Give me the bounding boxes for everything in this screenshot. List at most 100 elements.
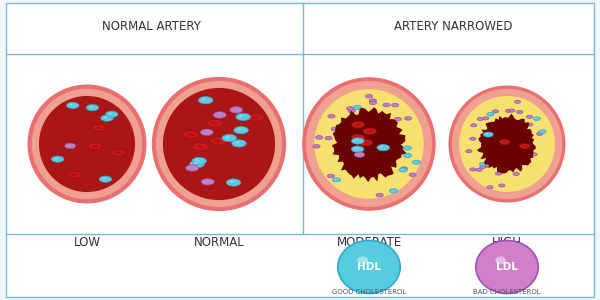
Text: ARTERY NARROWED: ARTERY NARROWED [394,20,512,34]
Ellipse shape [248,114,264,122]
Ellipse shape [403,146,412,150]
Ellipse shape [448,85,566,202]
Ellipse shape [466,150,472,153]
Ellipse shape [338,241,400,293]
Ellipse shape [92,145,98,148]
Ellipse shape [358,256,368,264]
Ellipse shape [363,128,377,134]
Ellipse shape [370,101,376,105]
Ellipse shape [514,100,521,103]
Ellipse shape [28,85,146,203]
Ellipse shape [89,106,92,107]
Ellipse shape [526,115,533,118]
Ellipse shape [404,117,412,120]
Text: LOW: LOW [74,236,101,250]
Ellipse shape [199,97,213,104]
Ellipse shape [186,165,199,171]
Ellipse shape [502,141,507,143]
Text: LDL: LDL [496,262,518,272]
Ellipse shape [214,139,221,142]
Ellipse shape [156,81,282,207]
Ellipse shape [488,113,490,114]
Ellipse shape [367,130,373,132]
Ellipse shape [412,160,421,164]
Text: HIGH: HIGH [492,236,522,250]
Ellipse shape [355,140,358,141]
Ellipse shape [452,89,562,199]
Ellipse shape [71,174,78,176]
Ellipse shape [226,179,241,186]
Ellipse shape [152,77,286,211]
Ellipse shape [313,145,320,148]
Text: NORMAL ARTERY: NORMAL ARTERY [103,20,201,34]
Ellipse shape [487,186,493,189]
Ellipse shape [403,153,412,158]
Ellipse shape [520,144,530,148]
Ellipse shape [481,163,483,164]
Ellipse shape [355,148,358,149]
Ellipse shape [163,88,275,200]
Ellipse shape [476,168,482,171]
Ellipse shape [359,140,373,146]
Ellipse shape [485,164,491,167]
Ellipse shape [325,136,332,140]
Text: BAD CHOLESTEROL: BAD CHOLESTEROL [473,290,541,296]
Text: MODERATE: MODERATE [337,236,401,250]
Polygon shape [332,107,406,182]
Ellipse shape [487,112,494,116]
Ellipse shape [517,110,523,113]
Ellipse shape [230,107,243,113]
Ellipse shape [67,171,82,178]
Ellipse shape [334,179,337,180]
Ellipse shape [470,124,477,127]
Ellipse shape [211,122,219,125]
Ellipse shape [355,106,358,107]
Ellipse shape [496,256,506,264]
Ellipse shape [302,77,436,211]
Ellipse shape [476,241,538,293]
Ellipse shape [332,178,341,182]
Ellipse shape [235,142,239,143]
Ellipse shape [252,116,260,119]
Ellipse shape [376,193,383,197]
Ellipse shape [99,176,112,182]
Ellipse shape [533,117,541,120]
Ellipse shape [65,143,76,148]
Ellipse shape [70,104,73,105]
Ellipse shape [415,161,416,162]
Polygon shape [477,114,536,173]
Ellipse shape [493,110,499,113]
Ellipse shape [394,117,401,121]
Ellipse shape [314,89,424,199]
Ellipse shape [103,178,106,179]
Ellipse shape [39,96,135,192]
Ellipse shape [401,169,403,170]
Ellipse shape [111,149,125,156]
Ellipse shape [67,102,79,109]
Ellipse shape [109,113,112,114]
Ellipse shape [348,109,355,113]
Text: GOOD CHOLESTEROL: GOOD CHOLESTEROL [332,290,406,296]
Ellipse shape [482,117,489,120]
Ellipse shape [377,145,389,151]
Ellipse shape [380,146,383,148]
Ellipse shape [196,159,199,161]
Text: HDL: HDL [357,262,381,272]
Ellipse shape [362,142,369,144]
Ellipse shape [226,136,229,138]
Ellipse shape [459,96,555,192]
Ellipse shape [316,136,323,139]
Ellipse shape [405,147,407,148]
Ellipse shape [232,140,247,147]
Ellipse shape [352,122,364,128]
Ellipse shape [480,165,486,169]
Ellipse shape [409,173,416,176]
Ellipse shape [101,115,113,121]
Ellipse shape [509,109,515,112]
Ellipse shape [536,132,543,135]
Ellipse shape [207,119,223,127]
Ellipse shape [86,104,99,111]
Ellipse shape [389,189,398,193]
Ellipse shape [106,111,118,117]
Ellipse shape [187,133,195,136]
